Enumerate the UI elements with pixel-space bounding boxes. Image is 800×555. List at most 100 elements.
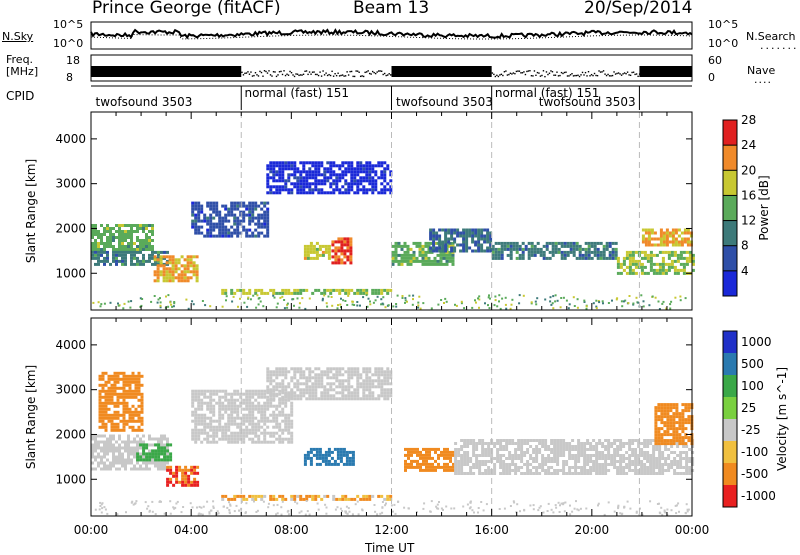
range-gate-cell	[191, 405, 194, 408]
range-gate-cell	[660, 406, 663, 409]
range-gate-cell	[94, 263, 97, 266]
range-gate-cell	[196, 466, 199, 469]
freq-dot	[292, 74, 293, 75]
range-gate-cell	[284, 373, 287, 376]
range-gate-cell	[164, 513, 166, 515]
range-gate-cell	[290, 423, 293, 426]
range-gate-cell	[637, 454, 640, 457]
range-gate-cell	[350, 367, 353, 370]
range-gate-cell	[141, 384, 144, 387]
range-gate-cell	[335, 185, 338, 188]
range-gate-cell	[460, 469, 463, 472]
range-gate-cell	[493, 457, 496, 460]
range-gate-cell	[103, 447, 106, 450]
range-gate-cell	[334, 258, 337, 261]
range-gate-cell	[97, 456, 100, 459]
range-gate-cell	[193, 478, 196, 481]
range-gate-cell	[117, 396, 120, 399]
range-gate-cell	[136, 248, 139, 251]
range-gate-cell	[206, 432, 209, 435]
range-gate-cell	[671, 509, 673, 511]
range-gate-cell	[111, 396, 114, 399]
range-gate-cell	[416, 242, 419, 245]
range-gate-cell	[272, 498, 275, 501]
range-gate-cell	[157, 446, 160, 449]
range-gate-cell	[571, 466, 574, 469]
range-gate-cell	[236, 235, 239, 238]
range-gate-cell	[380, 394, 383, 397]
range-gate-cell	[157, 468, 160, 471]
range-gate-cell	[386, 388, 389, 391]
range-gate-cell	[632, 272, 635, 275]
range-gate-cell	[212, 211, 215, 214]
range-gate-cell	[106, 257, 109, 260]
freq-dot	[549, 73, 550, 74]
range-gate-cell	[657, 418, 660, 421]
range-gate-cell	[102, 390, 105, 393]
range-gate-cell	[365, 373, 368, 376]
range-gate-cell	[508, 469, 511, 472]
range-gate-cell	[266, 235, 269, 238]
range-gate-cell	[359, 182, 362, 185]
range-gate-cell	[437, 263, 440, 266]
range-gate-cell	[332, 161, 335, 164]
range-gate-cell	[118, 438, 121, 441]
range-gate-cell	[326, 507, 328, 509]
range-gate-cell	[625, 451, 628, 454]
range-gate-cell	[287, 164, 290, 167]
range-gate-cell	[544, 445, 547, 448]
range-gate-cell	[196, 273, 199, 276]
range-gate-cell	[305, 176, 308, 179]
range-gate-cell	[103, 468, 106, 471]
range-gate-cell	[111, 378, 114, 381]
range-gate-cell	[209, 390, 212, 393]
range-gate-cell	[652, 454, 655, 457]
range-gate-cell	[248, 399, 251, 402]
range-gate-cell	[516, 245, 519, 248]
range-gate-cell	[672, 403, 675, 406]
range-gate-cell	[160, 301, 162, 303]
range-gate-cell	[452, 260, 455, 263]
range-gate-cell	[352, 301, 354, 303]
range-gate-cell	[422, 251, 425, 254]
range-gate-cell	[299, 382, 302, 385]
range-gate-cell	[111, 393, 114, 396]
freq-dot	[522, 72, 523, 73]
range-gate-cell	[139, 447, 142, 450]
range-gate-cell	[340, 454, 343, 457]
freq-block-2	[639, 66, 692, 77]
range-gate-cell	[356, 495, 359, 498]
range-gate-cell	[257, 402, 260, 405]
range-gate-cell	[296, 388, 299, 391]
range-gate-cell	[496, 454, 499, 457]
freq-dot	[285, 75, 286, 76]
range-gate-cell	[326, 179, 329, 182]
freq-dot	[310, 73, 311, 74]
range-gate-cell	[381, 512, 383, 514]
range-gate-cell	[296, 170, 299, 173]
range-gate-cell	[296, 179, 299, 182]
range-gate-cell	[218, 211, 221, 214]
range-gate-cell	[109, 444, 112, 447]
range-gate-cell	[206, 396, 209, 399]
range-gate-cell	[583, 469, 586, 472]
range-gate-cell	[278, 402, 281, 405]
range-gate-cell	[263, 414, 266, 417]
range-gate-cell	[275, 423, 278, 426]
range-gate-cell	[595, 469, 598, 472]
range-gate-cell	[332, 397, 335, 400]
range-gate-cell	[331, 243, 334, 246]
range-gate-cell	[604, 463, 607, 466]
range-gate-cell	[299, 373, 302, 376]
range-gate-cell	[145, 227, 148, 230]
range-gate-cell	[359, 373, 362, 376]
range-gate-cell	[377, 379, 380, 382]
range-gate-cell	[541, 445, 544, 448]
range-gate-cell	[466, 439, 469, 442]
range-gate-cell	[646, 469, 649, 472]
range-gate-cell	[660, 433, 663, 436]
range-gate-cell	[335, 370, 338, 373]
range-gate-cell	[663, 421, 666, 424]
range-gate-cell	[687, 241, 690, 244]
range-gate-cell	[365, 173, 368, 176]
